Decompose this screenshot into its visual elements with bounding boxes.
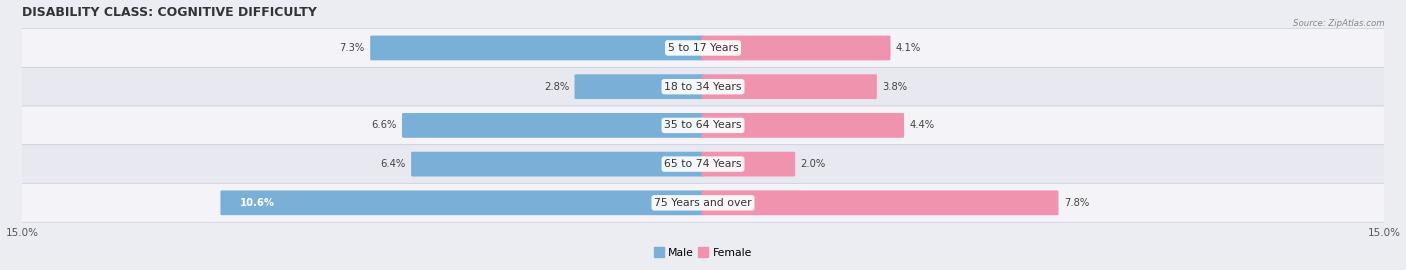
- FancyBboxPatch shape: [402, 113, 704, 138]
- FancyBboxPatch shape: [20, 29, 1386, 67]
- Text: 6.6%: 6.6%: [371, 120, 396, 130]
- Text: 4.4%: 4.4%: [910, 120, 935, 130]
- FancyBboxPatch shape: [20, 145, 1386, 184]
- Text: 75 Years and over: 75 Years and over: [654, 198, 752, 208]
- FancyBboxPatch shape: [702, 36, 890, 60]
- Text: 35 to 64 Years: 35 to 64 Years: [664, 120, 742, 130]
- Text: 3.8%: 3.8%: [883, 82, 907, 92]
- Text: 18 to 34 Years: 18 to 34 Years: [664, 82, 742, 92]
- FancyBboxPatch shape: [702, 190, 1059, 215]
- Text: 6.4%: 6.4%: [381, 159, 406, 169]
- Text: 7.8%: 7.8%: [1064, 198, 1090, 208]
- FancyBboxPatch shape: [702, 152, 796, 177]
- Text: Source: ZipAtlas.com: Source: ZipAtlas.com: [1294, 19, 1385, 28]
- Text: 7.3%: 7.3%: [339, 43, 364, 53]
- FancyBboxPatch shape: [20, 106, 1386, 145]
- Text: 4.1%: 4.1%: [896, 43, 921, 53]
- Text: 5 to 17 Years: 5 to 17 Years: [668, 43, 738, 53]
- FancyBboxPatch shape: [221, 190, 704, 215]
- FancyBboxPatch shape: [370, 36, 704, 60]
- FancyBboxPatch shape: [20, 67, 1386, 106]
- FancyBboxPatch shape: [702, 113, 904, 138]
- FancyBboxPatch shape: [702, 74, 877, 99]
- FancyBboxPatch shape: [411, 152, 704, 177]
- Legend: Male, Female: Male, Female: [650, 243, 756, 262]
- FancyBboxPatch shape: [575, 74, 704, 99]
- FancyBboxPatch shape: [20, 184, 1386, 222]
- Text: DISABILITY CLASS: COGNITIVE DIFFICULTY: DISABILITY CLASS: COGNITIVE DIFFICULTY: [22, 6, 316, 19]
- Text: 65 to 74 Years: 65 to 74 Years: [664, 159, 742, 169]
- Text: 10.6%: 10.6%: [240, 198, 276, 208]
- Text: 2.8%: 2.8%: [544, 82, 569, 92]
- Text: 2.0%: 2.0%: [800, 159, 825, 169]
